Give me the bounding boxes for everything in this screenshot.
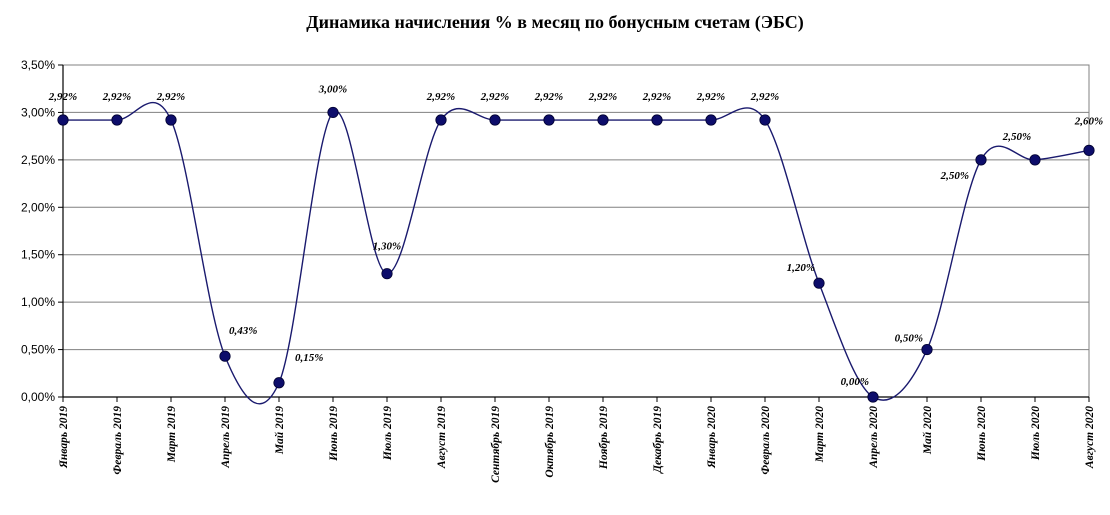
data-point (57, 114, 69, 126)
y-tick-label: 3,00% (21, 105, 55, 119)
data-label: 2,92% (426, 91, 455, 103)
x-tick-label: Март 2020 (814, 406, 826, 463)
x-tick-label: Февраль 2020 (760, 406, 772, 475)
data-point (543, 114, 555, 126)
data-point (111, 114, 123, 126)
data-label: 2,92% (696, 91, 725, 103)
x-tick-label: Июль 2019 (382, 406, 394, 461)
data-label: 1,30% (373, 241, 401, 253)
data-label: 2,92% (642, 91, 671, 103)
data-label: 2,92% (588, 91, 617, 103)
data-label: 2,92% (156, 91, 185, 103)
data-point (1029, 154, 1041, 166)
x-tick-label: Май 2019 (273, 406, 286, 455)
data-point (165, 114, 177, 126)
x-tick-label: Март 2019 (166, 406, 178, 463)
data-point (759, 114, 771, 126)
data-point (381, 268, 393, 280)
y-tick-label: 0,50% (21, 343, 55, 357)
data-point (975, 154, 987, 166)
data-label: 2,50% (940, 170, 969, 182)
x-tick-label: Январь 2020 (706, 406, 718, 469)
x-tick-label: Февраль 2019 (112, 406, 124, 475)
x-tick-label: Август 2020 (1084, 406, 1096, 469)
data-label: 0,15% (295, 352, 323, 364)
x-tick-label: Декабрь 2019 (652, 406, 664, 474)
chart-title: Динамика начисления % в месяц по бонусны… (306, 12, 804, 32)
data-point (867, 391, 879, 403)
data-point (273, 377, 285, 389)
data-point (489, 114, 501, 126)
x-tick-label: Апрель 2020 (868, 406, 880, 469)
data-point (219, 350, 231, 362)
x-tick-label: Сентябрь 2019 (490, 406, 502, 483)
x-tick-label: Август 2019 (436, 406, 448, 469)
data-label: 2,50% (1002, 131, 1031, 143)
data-label: 2,92% (102, 91, 131, 103)
x-tick-label: Май 2020 (921, 406, 934, 455)
y-tick-label: 2,00% (21, 200, 55, 214)
y-tick-label: 0,00% (21, 390, 55, 404)
data-label: 2,92% (750, 91, 779, 103)
data-label: 1,20% (787, 262, 815, 274)
x-tick-label: Октябрь 2019 (544, 406, 556, 478)
y-tick-label: 2,50% (21, 153, 55, 167)
x-tick-label: Апрель 2019 (220, 406, 232, 469)
data-point (597, 114, 609, 126)
series-line (63, 101, 1090, 405)
x-tick-label: Январь 2019 (58, 406, 70, 469)
x-tick-label: Июль 2020 (1030, 406, 1042, 461)
x-tick-label: Июнь 2019 (328, 406, 340, 462)
data-point (327, 106, 339, 119)
data-point (1083, 144, 1095, 156)
y-tick-label: 1,50% (21, 248, 55, 262)
data-point (921, 343, 933, 356)
data-point (651, 114, 663, 126)
data-label: 0,43% (229, 325, 257, 337)
x-tick-label: Июнь 2020 (976, 406, 988, 462)
data-label: 2,92% (48, 91, 77, 103)
data-label: 0,00% (841, 376, 869, 388)
data-label: 3,00% (318, 83, 347, 95)
y-tick-label: 1,00% (21, 295, 55, 309)
data-label: 2,92% (480, 91, 509, 103)
y-tick-label: 3,50% (21, 58, 55, 72)
data-label: 0,50% (895, 333, 923, 345)
data-label: 2,60% (1074, 115, 1103, 127)
x-tick-label: Ноябрь 2019 (598, 406, 610, 470)
data-point (705, 114, 717, 126)
data-point (813, 277, 825, 289)
plot-area (62, 64, 1090, 398)
data-label: 2,92% (534, 91, 563, 103)
data-point (435, 114, 447, 126)
